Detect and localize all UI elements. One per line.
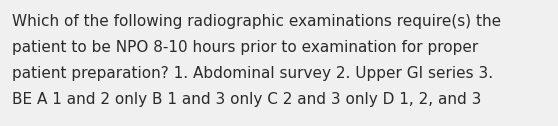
Text: Which of the following radiographic examinations require(s) the: Which of the following radiographic exam… (12, 14, 501, 29)
Text: patient preparation? 1. Abdominal survey 2. Upper GI series 3.: patient preparation? 1. Abdominal survey… (12, 66, 493, 81)
Text: patient to be NPO 8-10 hours prior to examination for proper: patient to be NPO 8-10 hours prior to ex… (12, 40, 478, 55)
Text: BE A 1 and 2 only B 1 and 3 only C 2 and 3 only D 1, 2, and 3: BE A 1 and 2 only B 1 and 3 only C 2 and… (12, 92, 482, 107)
